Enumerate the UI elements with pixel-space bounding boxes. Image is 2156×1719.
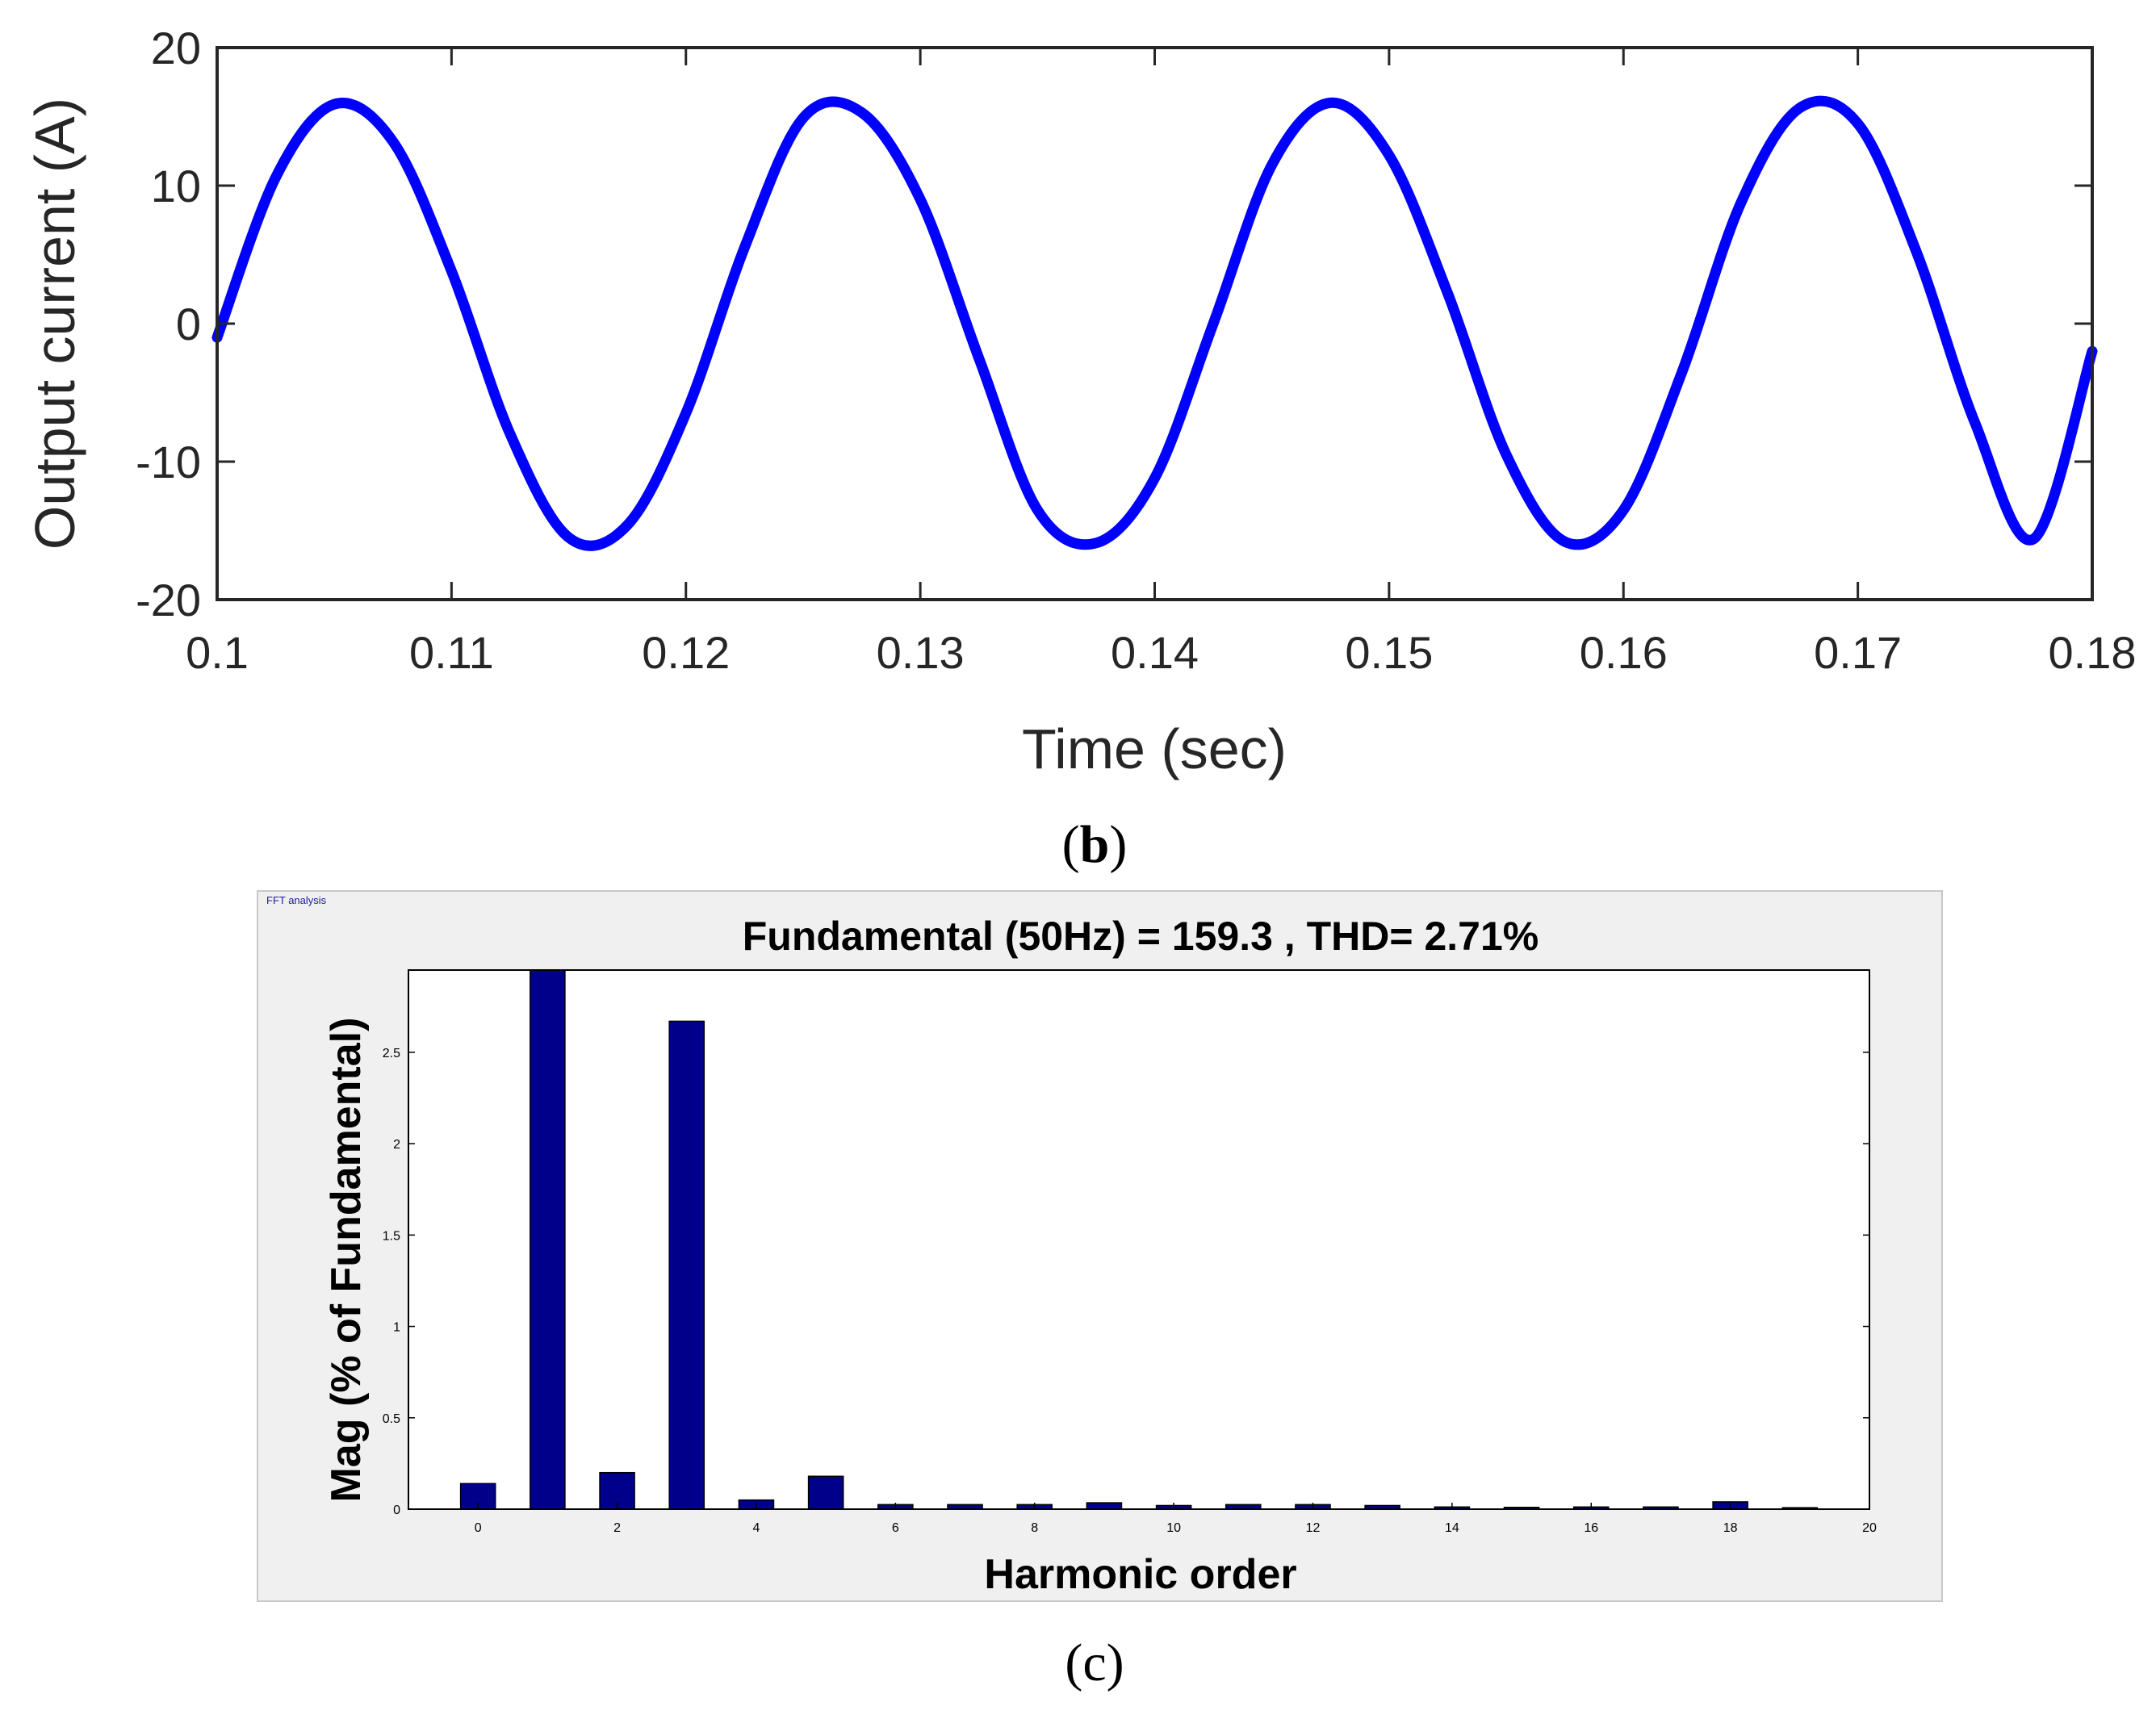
x-tick-label: 2 bbox=[613, 1521, 621, 1535]
y-tick-label: 2 bbox=[393, 1138, 400, 1152]
panel-letter-c: c bbox=[1082, 1633, 1106, 1692]
x-tick-label: 0 bbox=[475, 1521, 482, 1535]
y-axis-label: Output current (A) bbox=[23, 98, 86, 550]
fft-window-title: FFT analysis bbox=[266, 894, 327, 906]
bar-harmonic-3 bbox=[668, 1020, 705, 1510]
plot-area bbox=[217, 48, 2092, 600]
x-tick-label: 0.13 bbox=[877, 627, 965, 678]
chart-title: Fundamental (50Hz) = 159.3 , THD= 2.71% bbox=[743, 914, 1539, 959]
panel-label-c: (c) bbox=[1065, 1633, 1124, 1692]
x-tick-label: 16 bbox=[1584, 1521, 1598, 1535]
x-tick-label: 0.11 bbox=[409, 627, 494, 678]
y-tick-label: 20 bbox=[151, 23, 201, 73]
x-axis-label: Harmonic order bbox=[984, 1551, 1296, 1598]
x-tick-label: 0.18 bbox=[2049, 627, 2137, 678]
x-tick-label: 0.1 bbox=[186, 627, 249, 678]
y-tick-label: 0.5 bbox=[383, 1412, 400, 1426]
y-tick-label: 2.5 bbox=[383, 1047, 400, 1060]
y-tick-label: 1 bbox=[393, 1321, 400, 1335]
x-tick-label: 4 bbox=[752, 1521, 760, 1535]
y-tick-label: 0 bbox=[393, 1504, 400, 1517]
fft-analysis-chart: FFT analysis Fundamental (50Hz) = 159.3 … bbox=[257, 890, 1943, 1602]
x-tick-label: 6 bbox=[892, 1521, 899, 1535]
x-tick-label: 0.15 bbox=[1345, 627, 1433, 678]
x-tick-label: 10 bbox=[1166, 1521, 1181, 1535]
x-tick-label: 8 bbox=[1031, 1521, 1038, 1535]
current-waveform-chart: 0.1 0.11 0.12 0.13 0.14 0.15 0.16 0.17 0.18 -20 -1… bbox=[23, 23, 2137, 780]
x-tick-label: 12 bbox=[1306, 1521, 1321, 1535]
x-tick-label: 18 bbox=[1723, 1521, 1738, 1535]
bar-layer bbox=[459, 969, 1819, 1510]
x-tick-label: 14 bbox=[1445, 1521, 1459, 1535]
x-tick-label: 20 bbox=[1862, 1521, 1877, 1535]
panel-letter-b: b bbox=[1080, 815, 1110, 874]
y-tick-label: -20 bbox=[136, 575, 201, 625]
series-line-0 bbox=[211, 95, 2098, 551]
tick-layer: 0.1 0.11 0.12 0.13 0.14 0.15 0.16 0.17 0.18 -20 -1… bbox=[136, 23, 2136, 678]
bar-harmonic-1 bbox=[530, 969, 566, 1510]
y-axis-label: Mag (% of Fundamental) bbox=[323, 1018, 370, 1503]
x-axis-label: Time (sec) bbox=[1022, 717, 1287, 780]
y-tick-label: 0 bbox=[176, 299, 201, 349]
x-tick-label: 0.17 bbox=[1814, 627, 1902, 678]
y-tick-label: 1.5 bbox=[383, 1229, 400, 1243]
x-tick-label: 0.14 bbox=[1111, 627, 1199, 678]
x-tick-label: 0.12 bbox=[642, 627, 730, 678]
bar-harmonic-9 bbox=[1086, 1502, 1123, 1510]
x-tick-label: 0.16 bbox=[1580, 627, 1668, 678]
axes-frame bbox=[408, 969, 1870, 1510]
panel-label-b: (b) bbox=[1062, 815, 1128, 874]
bar-harmonic-5 bbox=[807, 1475, 844, 1510]
plot-area bbox=[408, 970, 1869, 1509]
series-layer bbox=[211, 95, 2098, 551]
tick-layer: 0 2 4 6 8 10 12 14 16 18 20 0 0.5 1 1.5 2 2.5 bbox=[383, 1047, 1877, 1535]
y-tick-label: -10 bbox=[136, 437, 201, 487]
y-tick-label: 10 bbox=[151, 161, 201, 211]
